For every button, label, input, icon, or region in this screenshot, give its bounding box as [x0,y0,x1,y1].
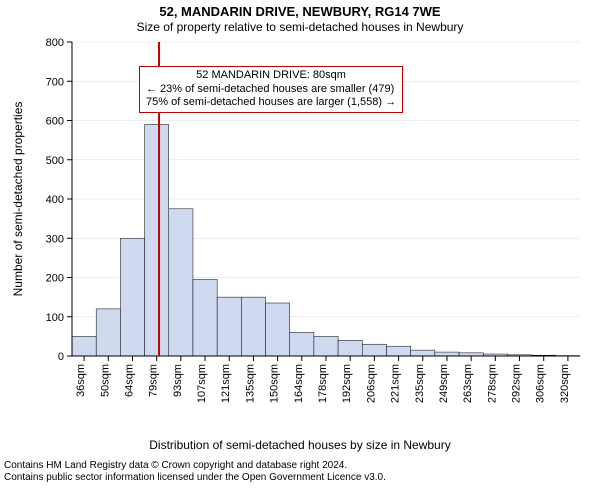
histogram-bar [362,344,386,356]
svg-text:100: 100 [46,312,64,324]
svg-text:0: 0 [58,351,64,363]
svg-text:292sqm: 292sqm [511,364,523,403]
histogram-bar [217,297,241,356]
svg-text:500: 500 [46,155,64,167]
chart-title: 52, MANDARIN DRIVE, NEWBURY, RG14 7WE [4,4,596,20]
histogram-bar [169,209,193,356]
svg-text:164sqm: 164sqm [293,364,305,403]
svg-text:79sqm: 79sqm [148,364,160,397]
chart-area: Number of semi-detached properties 0 100 2… [4,36,596,436]
svg-text:306sqm: 306sqm [535,364,547,403]
histogram-bar [435,352,459,356]
svg-text:235sqm: 235sqm [414,364,426,403]
histogram-bar [411,350,435,356]
svg-text:206sqm: 206sqm [365,364,377,403]
svg-text:36sqm: 36sqm [75,364,87,397]
footer: Contains HM Land Registry data © Crown c… [4,460,596,485]
svg-text:263sqm: 263sqm [462,364,474,403]
svg-text:121sqm: 121sqm [220,364,232,403]
svg-text:700: 700 [46,76,64,88]
svg-text:800: 800 [46,37,64,49]
histogram-bar [338,340,362,356]
svg-text:107sqm: 107sqm [196,364,208,403]
svg-text:400: 400 [46,194,64,206]
x-axis-label: Distribution of semi-detached houses by … [4,438,596,452]
svg-text:50sqm: 50sqm [99,364,111,397]
svg-text:135sqm: 135sqm [244,364,256,403]
histogram-bar [314,336,338,356]
svg-text:300: 300 [46,233,64,245]
histogram-bar [290,332,314,356]
svg-text:278sqm: 278sqm [486,364,498,403]
annotation-line2: ← 23% of semi-detached houses are smalle… [146,83,396,97]
svg-text:221sqm: 221sqm [390,364,402,403]
histogram-bar [72,336,96,356]
histogram-bar [193,279,217,356]
annotation-line1: 52 MANDARIN DRIVE: 80sqm [146,69,396,83]
svg-text:93sqm: 93sqm [172,364,184,397]
histogram-bar [145,124,169,356]
svg-text:150sqm: 150sqm [269,364,281,403]
svg-text:64sqm: 64sqm [123,364,135,397]
svg-text:249sqm: 249sqm [438,364,450,403]
svg-text:600: 600 [46,115,64,127]
y-axis-label: Number of semi-detached properties [11,102,25,297]
footer-line2: Contains public sector information licen… [4,472,596,485]
footer-line1: Contains HM Land Registry data © Crown c… [4,460,596,473]
svg-text:320sqm: 320sqm [559,364,571,403]
annotation-line3: 75% of semi-detached houses are larger (… [146,96,396,110]
chart-subtitle: Size of property relative to semi-detach… [4,20,596,34]
histogram-bar [266,303,290,356]
histogram-bar [241,297,265,356]
histogram-bar [386,346,410,356]
svg-text:192sqm: 192sqm [341,364,353,403]
svg-text:200: 200 [46,272,64,284]
svg-text:178sqm: 178sqm [317,364,329,403]
annotation-box: 52 MANDARIN DRIVE: 80sqm ← 23% of semi-d… [139,66,403,113]
histogram-bar [96,309,120,356]
histogram-bar [120,238,144,356]
